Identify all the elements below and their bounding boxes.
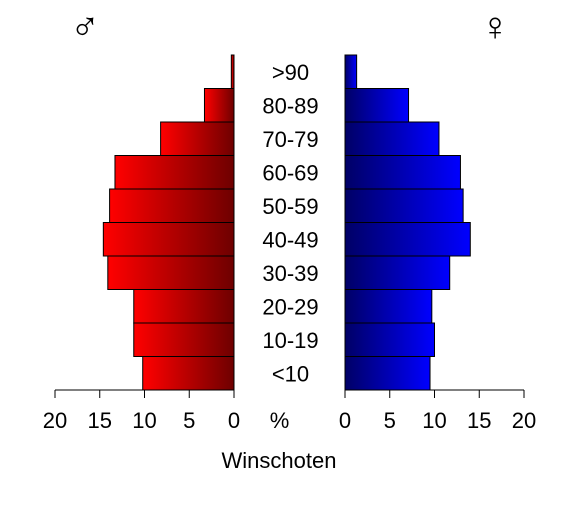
- female-bar: [344, 155, 461, 190]
- male-bar: [133, 322, 235, 357]
- male-bar: [230, 54, 235, 89]
- x-tick-label: 5: [183, 408, 195, 433]
- age-group-label: 30-39: [262, 261, 318, 286]
- male-bar: [142, 356, 235, 391]
- age-group-label: >90: [272, 60, 309, 85]
- female-bar: [344, 255, 451, 290]
- female-bar: [344, 121, 440, 156]
- male-bar: [102, 222, 235, 257]
- x-tick-label: 0: [228, 408, 240, 433]
- age-group-labels: >90 80-89 70-79 60-69 50-59 40-49 30-39 20-29 10…: [262, 60, 318, 387]
- age-group-label: 60-69: [262, 160, 318, 185]
- female-bar: [344, 222, 471, 257]
- female-bars: [344, 54, 471, 391]
- x-tick-label: 5: [384, 408, 396, 433]
- female-x-axis: [344, 389, 525, 398]
- male-x-axis: [54, 389, 235, 398]
- x-axis-title: Winschoten: [222, 448, 337, 473]
- x-tick-label: 10: [132, 408, 156, 433]
- male-symbol: ♂: [70, 5, 100, 49]
- female-bar: [344, 322, 435, 357]
- male-bar: [107, 255, 235, 290]
- x-tick-label: 10: [422, 408, 446, 433]
- x-tick-label: 15: [467, 408, 491, 433]
- male-bar: [109, 188, 235, 223]
- male-bar: [160, 121, 235, 156]
- age-group-label: <10: [272, 361, 309, 386]
- female-bar: [344, 88, 410, 123]
- female-bar: [344, 188, 464, 223]
- male-bar: [203, 88, 235, 123]
- x-tick-label: 15: [88, 408, 112, 433]
- age-group-label: 50-59: [262, 194, 318, 219]
- x-tick-labels: 20 15 10 5 0% 0 5 10 15 20: [43, 408, 536, 433]
- male-bar: [133, 289, 235, 324]
- age-group-label: 10-19: [262, 328, 318, 353]
- x-tick-label: 0: [339, 408, 351, 433]
- age-group-label: 70-79: [262, 127, 318, 152]
- male-bar: [114, 155, 235, 190]
- age-group-label: 20-29: [262, 294, 318, 319]
- female-bar: [344, 289, 433, 324]
- age-group-label: 40-49: [262, 227, 318, 252]
- female-symbol: ♀: [480, 5, 510, 49]
- male-bars: [102, 54, 235, 391]
- x-tick-label: 20: [43, 408, 67, 433]
- female-bar: [344, 356, 431, 391]
- female-bar: [344, 54, 358, 89]
- axis-unit-label: %: [270, 408, 290, 433]
- x-tick-label: 20: [512, 408, 536, 433]
- age-group-label: 80-89: [262, 93, 318, 118]
